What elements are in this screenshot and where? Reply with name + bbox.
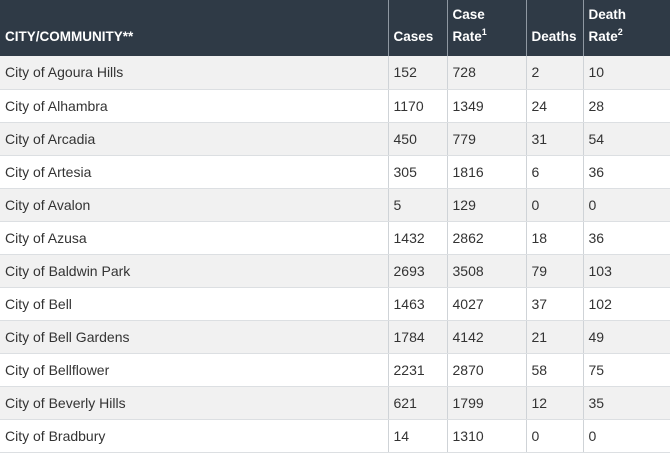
cell-cases: 5 xyxy=(387,188,447,222)
cell-deaths: 21 xyxy=(525,320,583,354)
table-row: City of Bradbury 14 1310 0 0 xyxy=(0,419,670,453)
cell-case-rate: 2870 xyxy=(446,353,526,387)
table-row: City of Beverly Hills 621 1799 12 35 xyxy=(0,386,670,420)
cell-cases: 1463 xyxy=(387,287,447,321)
cell-city: City of Bellflower xyxy=(0,353,388,387)
cell-death-rate: 0 xyxy=(582,188,670,222)
cell-city: City of Azusa xyxy=(0,221,388,255)
cell-cases: 1432 xyxy=(387,221,447,255)
table-row: City of Bell Gardens 1784 4142 21 49 xyxy=(0,320,670,354)
header-case-rate-footnote: 1 xyxy=(481,26,487,37)
cell-death-rate: 28 xyxy=(582,89,670,123)
header-death-rate-line1: Death xyxy=(588,7,627,22)
header-case-rate-line2: Rate xyxy=(452,29,482,44)
cell-case-rate: 1816 xyxy=(446,155,526,189)
cell-cases: 2231 xyxy=(387,353,447,387)
cell-deaths: 58 xyxy=(525,353,583,387)
cell-case-rate: 779 xyxy=(446,122,526,156)
cell-city: City of Arcadia xyxy=(0,122,388,156)
header-cases: Cases xyxy=(387,0,447,56)
cell-case-rate: 3508 xyxy=(446,254,526,288)
cell-deaths: 0 xyxy=(525,188,583,222)
cell-death-rate: 10 xyxy=(582,56,670,90)
cell-cases: 14 xyxy=(387,419,447,453)
table-row: City of Avalon 5 129 0 0 xyxy=(0,188,670,222)
cell-death-rate: 49 xyxy=(582,320,670,354)
cell-death-rate: 36 xyxy=(582,155,670,189)
cell-city: City of Avalon xyxy=(0,188,388,222)
cell-cases: 450 xyxy=(387,122,447,156)
cell-cases: 305 xyxy=(387,155,447,189)
cell-deaths: 79 xyxy=(525,254,583,288)
cell-case-rate: 1349 xyxy=(446,89,526,123)
header-death-rate-line2: Rate xyxy=(588,29,618,44)
cell-death-rate: 0 xyxy=(582,419,670,453)
cell-deaths: 6 xyxy=(525,155,583,189)
header-row: CITY/COMMUNITY** Cases Case Rate1 Deaths… xyxy=(0,0,670,56)
cell-case-rate: 1310 xyxy=(446,419,526,453)
header-deaths-label: Deaths xyxy=(531,29,577,44)
header-death-rate: Death Rate2 xyxy=(582,0,670,56)
cell-cases: 1170 xyxy=(387,89,447,123)
header-city-label: CITY/COMMUNITY** xyxy=(5,29,134,44)
cell-death-rate: 54 xyxy=(582,122,670,156)
table-body: City of Agoura Hills 152 728 2 10 City o… xyxy=(0,56,670,453)
cell-death-rate: 75 xyxy=(582,353,670,387)
table-row: City of Baldwin Park 2693 3508 79 103 xyxy=(0,254,670,288)
table-row: City of Bell 1463 4027 37 102 xyxy=(0,287,670,321)
cell-case-rate: 4142 xyxy=(446,320,526,354)
cell-cases: 2693 xyxy=(387,254,447,288)
header-death-rate-footnote: 2 xyxy=(617,26,623,37)
table-row: City of Azusa 1432 2862 18 36 xyxy=(0,221,670,255)
cell-deaths: 18 xyxy=(525,221,583,255)
cell-case-rate: 1799 xyxy=(446,386,526,420)
cell-deaths: 12 xyxy=(525,386,583,420)
cell-cases: 1784 xyxy=(387,320,447,354)
cell-death-rate: 103 xyxy=(582,254,670,288)
cell-case-rate: 728 xyxy=(446,56,526,90)
cell-deaths: 0 xyxy=(525,419,583,453)
cell-city: City of Baldwin Park xyxy=(0,254,388,288)
table-row: City of Arcadia 450 779 31 54 xyxy=(0,122,670,156)
cell-death-rate: 102 xyxy=(582,287,670,321)
cell-deaths: 24 xyxy=(525,89,583,123)
cell-deaths: 37 xyxy=(525,287,583,321)
table-header: CITY/COMMUNITY** Cases Case Rate1 Deaths… xyxy=(0,0,670,56)
cell-city: City of Alhambra xyxy=(0,89,388,123)
cell-deaths: 31 xyxy=(525,122,583,156)
cell-death-rate: 35 xyxy=(582,386,670,420)
table-row: City of Agoura Hills 152 728 2 10 xyxy=(0,56,670,90)
cell-city: City of Bell Gardens xyxy=(0,320,388,354)
table-row: City of Bellflower 2231 2870 58 75 xyxy=(0,353,670,387)
cell-city: City of Agoura Hills xyxy=(0,56,388,90)
cell-case-rate: 4027 xyxy=(446,287,526,321)
cell-death-rate: 36 xyxy=(582,221,670,255)
header-city-community: CITY/COMMUNITY** xyxy=(0,0,388,56)
cell-case-rate: 2862 xyxy=(446,221,526,255)
header-deaths: Deaths xyxy=(525,0,583,56)
cell-case-rate: 129 xyxy=(446,188,526,222)
cell-city: City of Artesia xyxy=(0,155,388,189)
cell-city: City of Beverly Hills xyxy=(0,386,388,420)
cell-deaths: 2 xyxy=(525,56,583,90)
header-case-rate-line1: Case xyxy=(452,7,485,22)
cell-cases: 621 xyxy=(387,386,447,420)
header-case-rate: Case Rate1 xyxy=(446,0,526,56)
table-row: City of Alhambra 1170 1349 24 28 xyxy=(0,89,670,123)
cell-cases: 152 xyxy=(387,56,447,90)
header-cases-label: Cases xyxy=(393,29,434,44)
cell-city: City of Bell xyxy=(0,287,388,321)
cell-city: City of Bradbury xyxy=(0,419,388,453)
table-row: City of Artesia 305 1816 6 36 xyxy=(0,155,670,189)
